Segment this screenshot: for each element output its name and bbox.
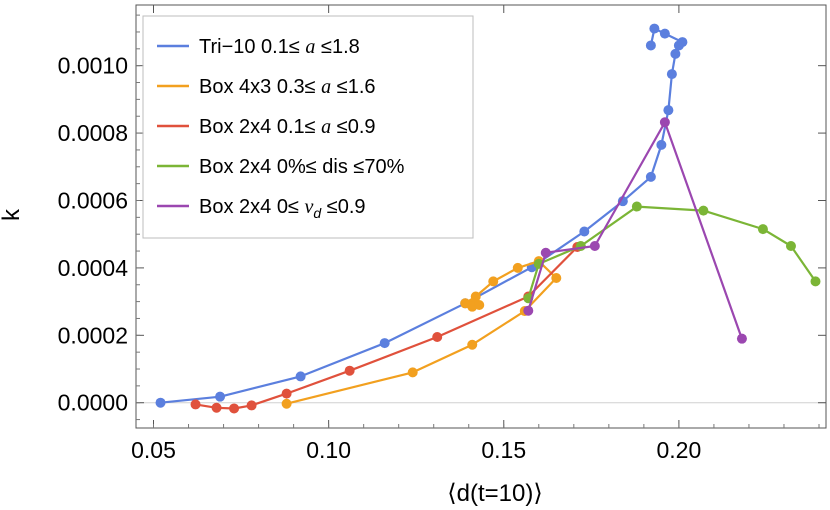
- data-point: [432, 331, 443, 342]
- y-tick-label: 0.0004: [58, 255, 129, 281]
- y-tick-label: 0.0000: [58, 390, 128, 416]
- legend-entry: Box 4x3 0.3≤ a ≤1.6: [199, 76, 376, 98]
- y-tick-label: 0.0010: [58, 53, 128, 79]
- axis-ticks: 0.05 0.10 0.15 0.20 0.0000 0.0002 0.0004 0.0006…: [58, 5, 826, 463]
- legend-entry: Box 2x4 0≤ vd ≤0.9: [199, 196, 366, 221]
- data-point: [155, 397, 166, 408]
- data-point: [229, 403, 240, 414]
- data-point: [512, 262, 523, 273]
- series-5: [523, 117, 747, 344]
- plot-frame: [135, 4, 827, 429]
- data-point: [589, 240, 600, 251]
- data-point: [666, 69, 677, 80]
- data-point: [467, 339, 478, 350]
- data-point: [579, 226, 590, 237]
- data-point: [295, 371, 306, 382]
- data-point: [617, 196, 628, 207]
- data-point: [215, 391, 226, 402]
- data-point: [379, 338, 390, 349]
- data-point: [810, 276, 821, 287]
- data-point: [551, 273, 562, 284]
- data-point: [659, 117, 670, 128]
- series-line: [527, 205, 817, 299]
- data-point: [656, 139, 667, 150]
- data-point: [211, 402, 222, 413]
- data-point: [344, 365, 355, 376]
- series-layer: [155, 23, 821, 414]
- data-point: [670, 48, 681, 59]
- data-point: [281, 398, 292, 409]
- series-line: [286, 260, 558, 405]
- data-point: [281, 388, 292, 399]
- x-tick-label: 0.05: [131, 437, 176, 463]
- plot-border: [135, 4, 827, 429]
- legend-box: [142, 15, 474, 239]
- data-point: [757, 224, 768, 235]
- x-tick-label: 0.20: [657, 437, 702, 463]
- data-point: [785, 240, 796, 251]
- data-point: [736, 333, 747, 344]
- data-point: [407, 367, 418, 378]
- data-point: [645, 171, 656, 182]
- legend-entry: Box 2x4 0.1≤ a ≤0.9: [199, 116, 376, 138]
- data-point: [631, 201, 642, 212]
- data-point: [698, 205, 709, 216]
- x-tick-label: 0.15: [481, 437, 526, 463]
- series-3: [190, 242, 583, 414]
- data-point: [488, 276, 499, 287]
- y-axis-title: k: [0, 208, 25, 221]
- series-1: [155, 23, 688, 408]
- data-point: [540, 247, 551, 258]
- legend: Tri−10 0.1≤ a ≤1.8 Box 4x3 0.3≤ a ≤1.6 Box…: [142, 15, 474, 239]
- y-tick-label: 0.0006: [58, 187, 128, 213]
- x-tick-label: 0.10: [306, 437, 351, 463]
- data-point: [523, 305, 534, 316]
- y-tick-label: 0.0008: [58, 120, 128, 146]
- x-axis-title: ⟨d(t=10)⟩: [447, 480, 542, 507]
- legend-entry: Tri−10 0.1≤ a ≤1.8: [199, 36, 360, 58]
- series-4: [523, 201, 821, 304]
- data-point: [246, 400, 257, 411]
- data-point: [663, 105, 674, 116]
- data-point: [677, 37, 688, 48]
- series-line: [527, 121, 743, 340]
- series-2: [281, 256, 562, 409]
- data-point: [474, 299, 485, 310]
- data-point: [659, 28, 670, 39]
- legend-entry: Box 2x4 0%≤ dis ≤70%: [199, 156, 405, 178]
- data-point: [190, 399, 201, 410]
- data-point: [645, 40, 656, 51]
- y-tick-label: 0.0002: [58, 322, 128, 348]
- data-point: [649, 23, 660, 34]
